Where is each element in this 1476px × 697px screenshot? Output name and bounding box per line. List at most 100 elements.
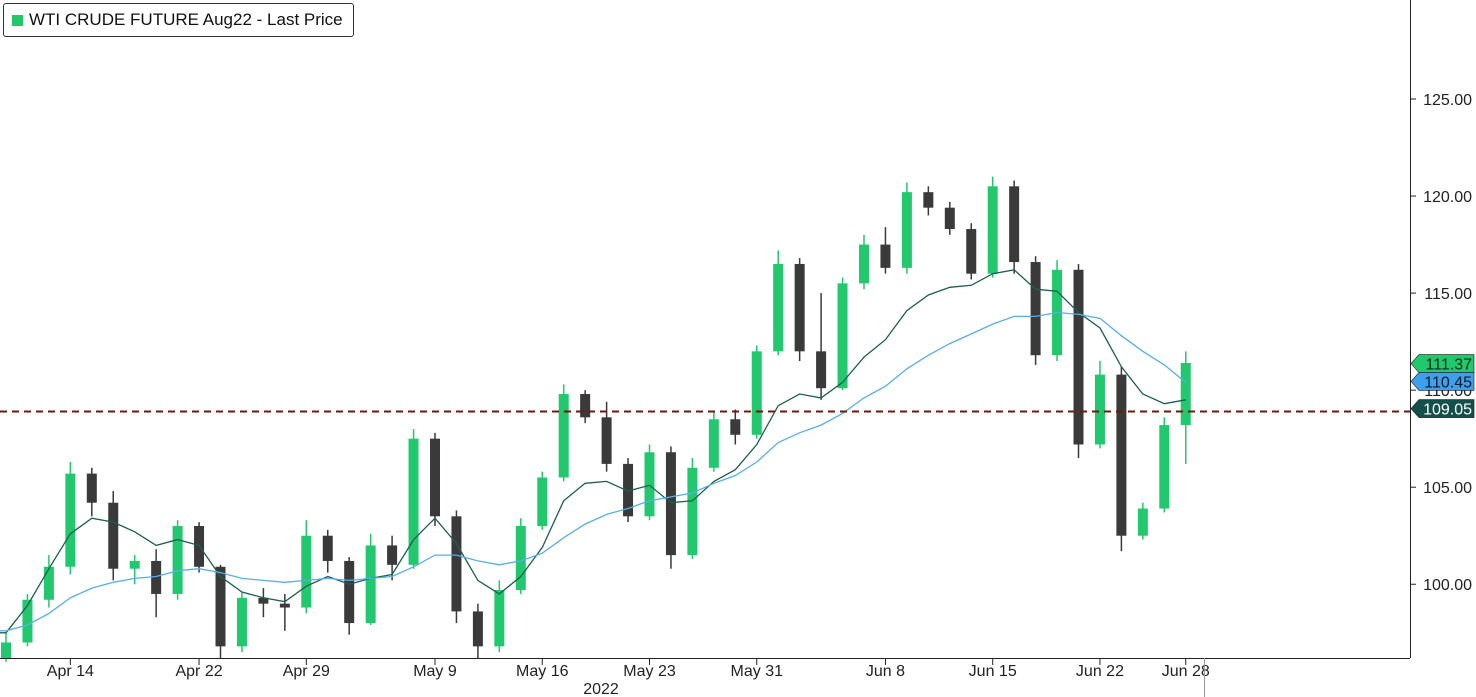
candle-body: [623, 463, 634, 517]
moving-average-light: [0, 311, 1187, 632]
legend-label: WTI CRUDE FUTURE Aug22 - Last Price: [29, 10, 343, 29]
candle-body: [580, 394, 591, 418]
candle-body: [86, 473, 97, 503]
candle-body: [558, 394, 569, 478]
candle-body: [108, 502, 119, 569]
candle-body: [129, 560, 140, 569]
candle-body: [1159, 425, 1170, 509]
y-tick-label: 115.00: [1424, 286, 1472, 303]
x-tick-label: Apr 22: [175, 663, 222, 680]
candle-jun-10: [923, 186, 934, 216]
candle-jun-17: [1030, 256, 1041, 365]
candle-body: [816, 351, 827, 389]
candle-may-27: [730, 409, 741, 445]
candle-may-19: [601, 401, 612, 472]
y-tick-label: 100.00: [1423, 577, 1472, 594]
candle-may-13: [515, 518, 526, 594]
price-tag-label: 111.37: [1425, 357, 1472, 374]
candle-may-25: [687, 458, 698, 560]
candle-jun-22: [1094, 361, 1105, 449]
candle-apr-27: [258, 588, 269, 618]
candle-may-31: [751, 345, 762, 439]
candle-may-11: [472, 603, 483, 658]
candle-body: [258, 597, 269, 604]
candle-apr-12: [22, 593, 33, 647]
candle-may-23: [644, 444, 655, 521]
candle-body: [430, 438, 440, 517]
candle-body: [751, 351, 762, 435]
candle-body: [794, 263, 805, 352]
candle-body: [1137, 508, 1148, 536]
x-tick-label: Apr 29: [283, 663, 330, 680]
candle-apr-25: [215, 564, 226, 658]
y-tick-label: 125.00: [1423, 92, 1472, 109]
candle-body: [1073, 269, 1084, 445]
candle-jun-1: [773, 250, 784, 356]
moving-average-dark: [0, 269, 1186, 634]
candle-apr-22: [194, 522, 205, 573]
candle-body: [151, 560, 162, 594]
candle-body: [365, 545, 376, 624]
candle-jun-20: [1052, 260, 1063, 362]
candle-jun-13: [944, 201, 955, 235]
x-axis-year-label: 2022: [583, 681, 619, 697]
candle-body: [730, 419, 741, 435]
y-tick-label: 105.00: [1423, 480, 1472, 497]
candle-body: [43, 566, 54, 600]
candle-may-5: [387, 535, 398, 581]
candle-jun-7: [859, 234, 869, 290]
candlestick-series: [1, 176, 1191, 662]
price-tag-label: 110.45: [1424, 374, 1472, 391]
price-tag: 111.37: [1410, 354, 1475, 374]
candle-body: [1030, 262, 1041, 356]
series-legend[interactable]: WTI CRUDE FUTURE Aug22 - Last Price: [3, 3, 354, 37]
candle-may-4: [365, 533, 376, 626]
candle-apr-21: [172, 520, 183, 600]
candle-body: [880, 244, 891, 268]
candle-body: [1094, 374, 1105, 445]
candle-apr-26: [236, 592, 247, 653]
candle-body: [65, 473, 76, 567]
x-tick-label: Apr 14: [47, 663, 94, 680]
x-axis: Apr 14 Apr 22 Apr 29 May 9 May 16 May 23 May 3…: [47, 658, 1210, 680]
candle-jun-9: [901, 182, 912, 274]
candle-body: [172, 526, 183, 594]
candle-apr-11: [1, 632, 11, 662]
price-tag-label: 109.05: [1423, 402, 1472, 419]
price-tag: 110.45: [1410, 372, 1475, 391]
candle-body: [644, 452, 655, 517]
candle-body: [279, 603, 290, 608]
candle-body: [215, 566, 226, 647]
candle-body: [301, 535, 312, 608]
moving-averages: [0, 269, 1187, 634]
candle-jun-2: [794, 258, 805, 362]
candle-body: [322, 535, 333, 561]
candle-may-9: [430, 432, 440, 527]
candle-jun-24: [1137, 502, 1148, 540]
x-tick-label: May 23: [623, 663, 676, 680]
candle-body: [708, 419, 719, 468]
price-tag: 109.05: [1410, 399, 1475, 419]
candle-apr-20: [151, 549, 162, 618]
candle-body: [859, 244, 869, 284]
candle-jun-6: [837, 277, 848, 391]
x-tick-label: Jun 28: [1162, 663, 1210, 680]
candle-may-2: [322, 529, 333, 573]
candle-body: [1180, 362, 1191, 426]
candle-apr-13: [43, 555, 54, 608]
y-tick-label: 120.00: [1423, 189, 1472, 206]
candle-body: [494, 590, 505, 647]
candle-body: [665, 452, 676, 556]
candle-may-24: [665, 446, 676, 569]
candle-apr-14: [65, 461, 76, 575]
candle-body: [987, 186, 998, 274]
x-tick-label: Jun 8: [866, 663, 905, 680]
candle-body: [901, 192, 912, 268]
candle-apr-28: [279, 593, 290, 631]
candle-jun-14: [966, 223, 977, 280]
candle-body: [22, 599, 33, 643]
candle-body: [837, 283, 848, 389]
